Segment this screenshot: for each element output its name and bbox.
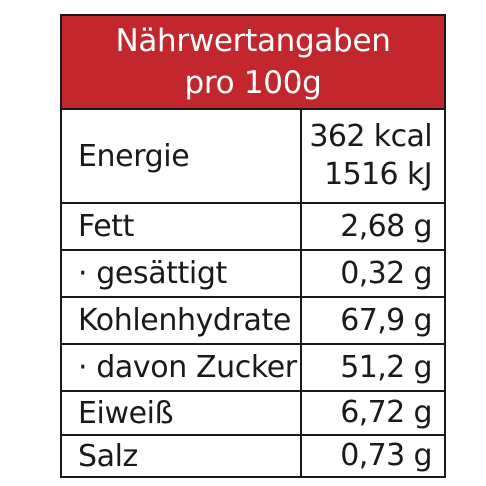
value-text: 0,73 g: [340, 438, 432, 473]
table-header: Nährwertangaben pro 100g: [62, 16, 444, 108]
row-label: Eiweiß: [62, 392, 302, 434]
row-zucker: · davon Zucker 51,2 g: [62, 343, 444, 390]
header-title: Nährwertangaben: [115, 23, 391, 59]
row-eiweiss: Eiweiß 6,72 g: [62, 390, 444, 434]
row-label: Energie: [62, 110, 302, 202]
row-value: 51,2 g: [302, 345, 444, 390]
value-text: 6,72 g: [340, 395, 432, 430]
row-label: · davon Zucker: [62, 345, 302, 390]
row-gesaettigt: · gesättigt 0,32 g: [62, 249, 444, 296]
value-text: 67,9 g: [340, 302, 432, 338]
row-kohlenhydrate: Kohlenhydrate 67,9 g: [62, 296, 444, 343]
row-value: 362 kcal 1516 kJ: [302, 110, 444, 202]
nutrition-table: Nährwertangaben pro 100g Energie 362 kca…: [60, 14, 446, 478]
row-value: 0,73 g: [302, 436, 444, 476]
value-text: 0,32 g: [340, 255, 432, 291]
row-value: 67,9 g: [302, 298, 444, 343]
value-text: 2,68 g: [340, 208, 432, 244]
row-label: Kohlenhydrate: [62, 298, 302, 343]
header-subtitle: pro 100g: [184, 65, 322, 101]
row-value: 0,32 g: [302, 251, 444, 296]
row-label: Fett: [62, 204, 302, 249]
row-salz: Salz 0,73 g: [62, 434, 444, 476]
value-kcal: 362 kcal: [309, 119, 432, 154]
row-energie: Energie 362 kcal 1516 kJ: [62, 108, 444, 202]
row-value: 6,72 g: [302, 392, 444, 434]
row-label: · gesättigt: [62, 251, 302, 296]
value-kj: 1516 kJ: [324, 157, 433, 192]
row-fett: Fett 2,68 g: [62, 202, 444, 249]
row-label: Salz: [62, 436, 302, 476]
row-value: 2,68 g: [302, 204, 444, 249]
value-text: 51,2 g: [340, 349, 432, 385]
